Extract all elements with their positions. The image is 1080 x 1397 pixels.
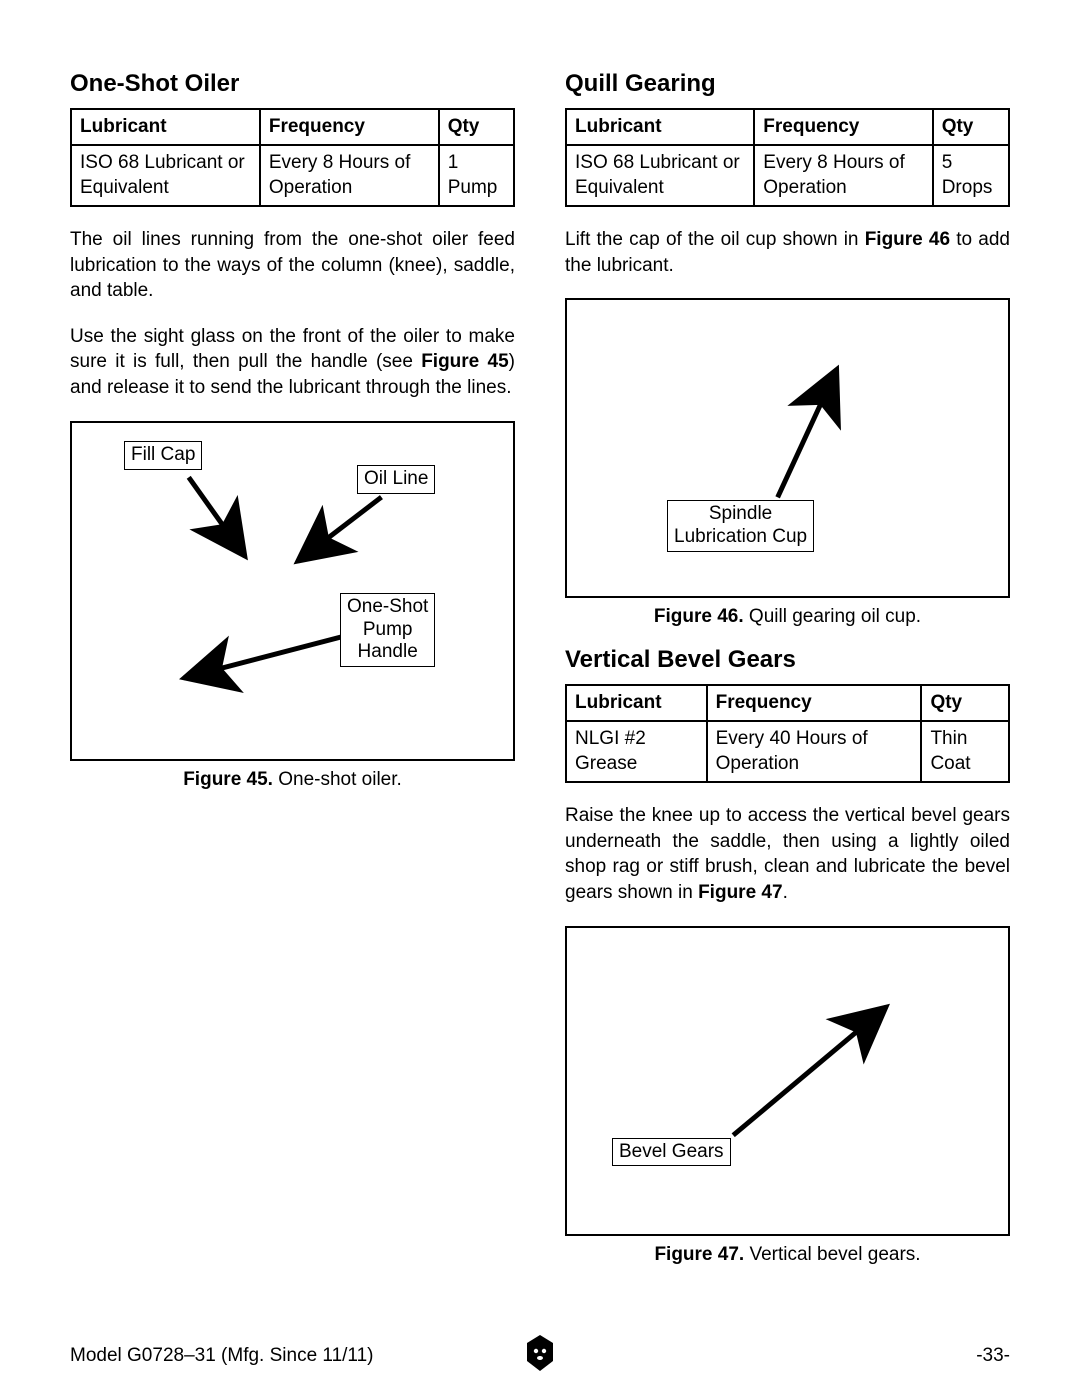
- footer-model: Model G0728–31 (Mfg. Since 11/11): [70, 1345, 373, 1367]
- td-frequency: Every 8 Hours of Operation: [754, 145, 932, 206]
- fig47-text: Vertical bevel gears.: [744, 1244, 920, 1265]
- right-column: Quill Gearing Lubricant Frequency Qty IS…: [565, 70, 1010, 1284]
- figure-47: Bevel Gears: [565, 926, 1010, 1236]
- fig45-text: One-shot oiler.: [273, 769, 402, 790]
- td-lubricant: ISO 68 Lubricant or Equivalent: [566, 145, 754, 206]
- footer-logo-icon: [523, 1333, 557, 1379]
- label-oilline: Oil Line: [357, 465, 435, 494]
- figure-46-svg: [567, 300, 1008, 596]
- oneshot-table: Lubricant Frequency Qty ISO 68 Lubricant…: [70, 108, 515, 207]
- fig45-num: Figure 45.: [183, 769, 273, 790]
- td-lubricant: NLGI #2 Grease: [566, 721, 707, 782]
- bevel-para-ref: Figure 47: [698, 882, 782, 903]
- figure-46-caption: Figure 46. Quill gearing oil cup.: [565, 606, 1010, 628]
- bevel-para-post: .: [783, 882, 788, 903]
- label-spindle-cup: Spindle Lubrication Cup: [667, 500, 814, 552]
- quill-table: Lubricant Frequency Qty ISO 68 Lubricant…: [565, 108, 1010, 207]
- td-qty: Thin Coat: [921, 721, 1009, 782]
- left-column: One-Shot Oiler Lubricant Frequency Qty I…: [70, 70, 515, 1284]
- td-qty: 5 Drops: [933, 145, 1009, 206]
- quill-heading: Quill Gearing: [565, 70, 1010, 98]
- figure-45: Fill Cap Oil Line One-Shot Pump Handle: [70, 421, 515, 761]
- bevel-para: Raise the knee up to access the vertical…: [565, 803, 1010, 906]
- quill-para-ref: Figure 46: [865, 229, 950, 250]
- fig47-num: Figure 47.: [654, 1244, 744, 1265]
- quill-para-pre: Lift the cap of the oil cup shown in: [565, 229, 865, 250]
- th-frequency: Frequency: [754, 109, 932, 145]
- th-lubricant: Lubricant: [566, 685, 707, 721]
- td-lubricant: ISO 68 Lubricant or Equivalent: [71, 145, 260, 206]
- fig46-num: Figure 46.: [654, 606, 744, 627]
- para2-ref: Figure 45: [421, 351, 508, 372]
- oneshot-para1: The oil lines running from the one-shot …: [70, 227, 515, 304]
- td-qty: 1 Pump: [439, 145, 514, 206]
- oneshot-para2: Use the sight glass on the front of the …: [70, 324, 515, 401]
- th-frequency: Frequency: [707, 685, 922, 721]
- page-footer: Model G0728–31 (Mfg. Since 11/11) -33-: [70, 1345, 1010, 1367]
- quill-para: Lift the cap of the oil cup shown in Fig…: [565, 227, 1010, 278]
- th-frequency: Frequency: [260, 109, 439, 145]
- figure-47-caption: Figure 47. Vertical bevel gears.: [565, 1244, 1010, 1266]
- label-bevel-gears: Bevel Gears: [612, 1138, 731, 1167]
- figure-45-caption: Figure 45. One-shot oiler.: [70, 769, 515, 791]
- th-qty: Qty: [933, 109, 1009, 145]
- th-qty: Qty: [439, 109, 514, 145]
- label-fillcap: Fill Cap: [124, 441, 202, 470]
- footer-page-number: -33-: [976, 1345, 1010, 1367]
- th-lubricant: Lubricant: [71, 109, 260, 145]
- figure-46: Spindle Lubrication Cup: [565, 298, 1010, 598]
- fig46-text: Quill gearing oil cup.: [744, 606, 921, 627]
- bevel-heading: Vertical Bevel Gears: [565, 646, 1010, 674]
- bevel-table: Lubricant Frequency Qty NLGI #2 Grease E…: [565, 684, 1010, 783]
- th-qty: Qty: [921, 685, 1009, 721]
- oneshot-heading: One-Shot Oiler: [70, 70, 515, 98]
- th-lubricant: Lubricant: [566, 109, 754, 145]
- td-frequency: Every 8 Hours of Operation: [260, 145, 439, 206]
- figure-45-svg: [72, 423, 513, 759]
- label-handle: One-Shot Pump Handle: [340, 593, 435, 667]
- figure-47-svg: [567, 928, 1008, 1234]
- td-frequency: Every 40 Hours of Operation: [707, 721, 922, 782]
